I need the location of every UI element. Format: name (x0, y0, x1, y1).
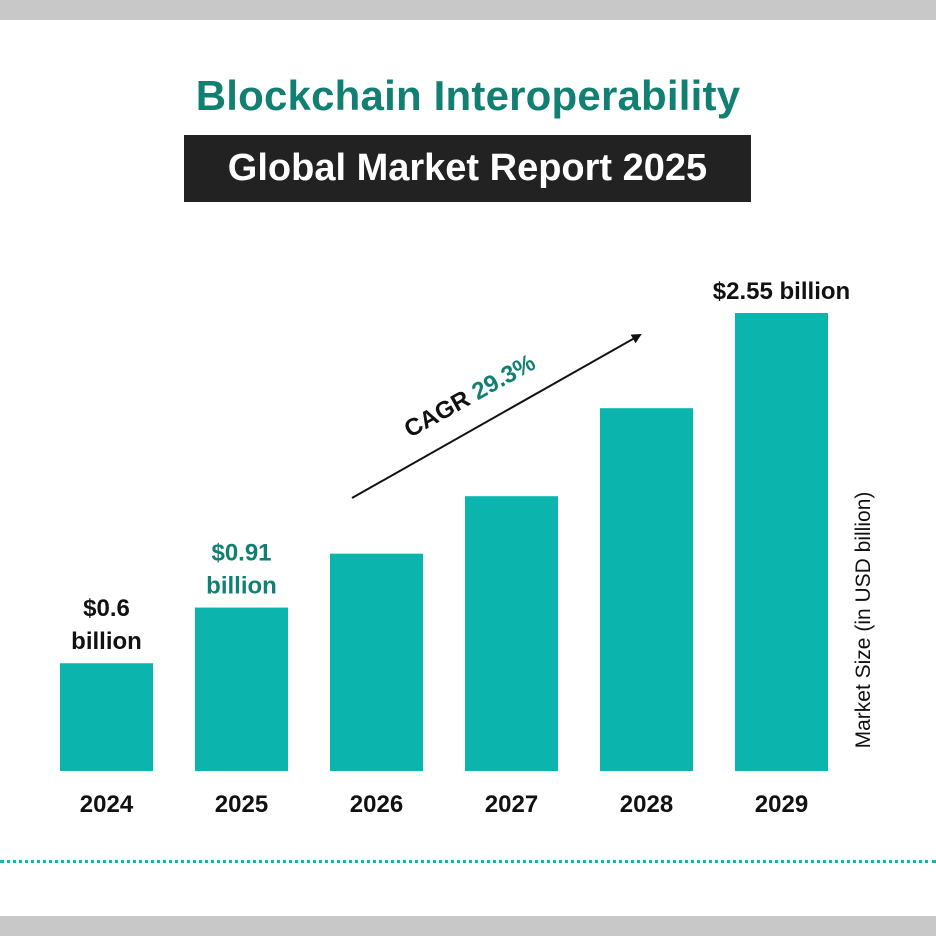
chart-title: Blockchain Interoperability (195, 72, 741, 119)
bar-2026 (330, 553, 423, 771)
bar-2024 (60, 663, 153, 771)
x-tick-2029: 2029 (755, 791, 808, 818)
x-tick-2024: 2024 (80, 791, 134, 818)
data-label-2024-line-2: billion (71, 628, 142, 655)
data-labels: $0.6 billion $0.91 billion $2.55 billion (71, 278, 850, 655)
bars-group (60, 313, 828, 771)
cagr-arrow (351, 334, 642, 499)
x-tick-2025: 2025 (215, 791, 268, 818)
cagr-annotation: CAGR 29.3% (400, 349, 540, 443)
data-label-2025-line-2: billion (206, 573, 277, 600)
y-axis-label: Market Size (in USD billion) (852, 492, 875, 749)
data-label-2025-line-1: $0.91 (211, 540, 271, 567)
chart-subtitle: Global Market Report 2025 (184, 135, 751, 202)
bar-2025 (195, 607, 288, 771)
bottom-band (0, 916, 936, 936)
data-label-2029-line-1: $2.55 billion (713, 278, 850, 305)
dotted-divider (0, 860, 936, 863)
top-band (0, 0, 936, 20)
bar-2029 (735, 313, 828, 771)
bar-2028 (600, 408, 693, 771)
data-label-2024-line-1: $0.6 (83, 595, 130, 622)
x-tick-2027: 2027 (485, 791, 538, 818)
x-tick-2028: 2028 (620, 791, 673, 818)
cagr-prefix: CAGR (400, 382, 481, 443)
x-tick-2026: 2026 (350, 791, 403, 818)
x-tick-labels: 2024 2025 2026 2027 2028 2029 (80, 791, 808, 818)
bar-2027 (465, 496, 558, 771)
